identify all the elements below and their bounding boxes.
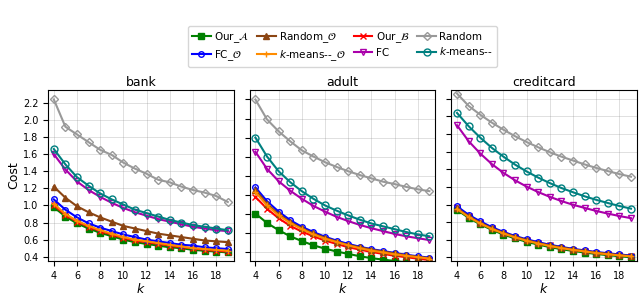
X-axis label: $k$: $k$ bbox=[136, 282, 146, 296]
Y-axis label: Cost: Cost bbox=[7, 162, 20, 189]
X-axis label: $k$: $k$ bbox=[539, 282, 549, 296]
Legend: Our_$\mathcal{A}$, FC_$\mathcal{O}$, Random_$\mathcal{O}$, $k$-means--_$\mathcal: Our_$\mathcal{A}$, FC_$\mathcal{O}$, Ran… bbox=[188, 26, 497, 67]
X-axis label: $k$: $k$ bbox=[337, 282, 348, 296]
Title: bank: bank bbox=[125, 76, 156, 89]
Title: creditcard: creditcard bbox=[512, 76, 576, 89]
Title: adult: adult bbox=[326, 76, 358, 89]
